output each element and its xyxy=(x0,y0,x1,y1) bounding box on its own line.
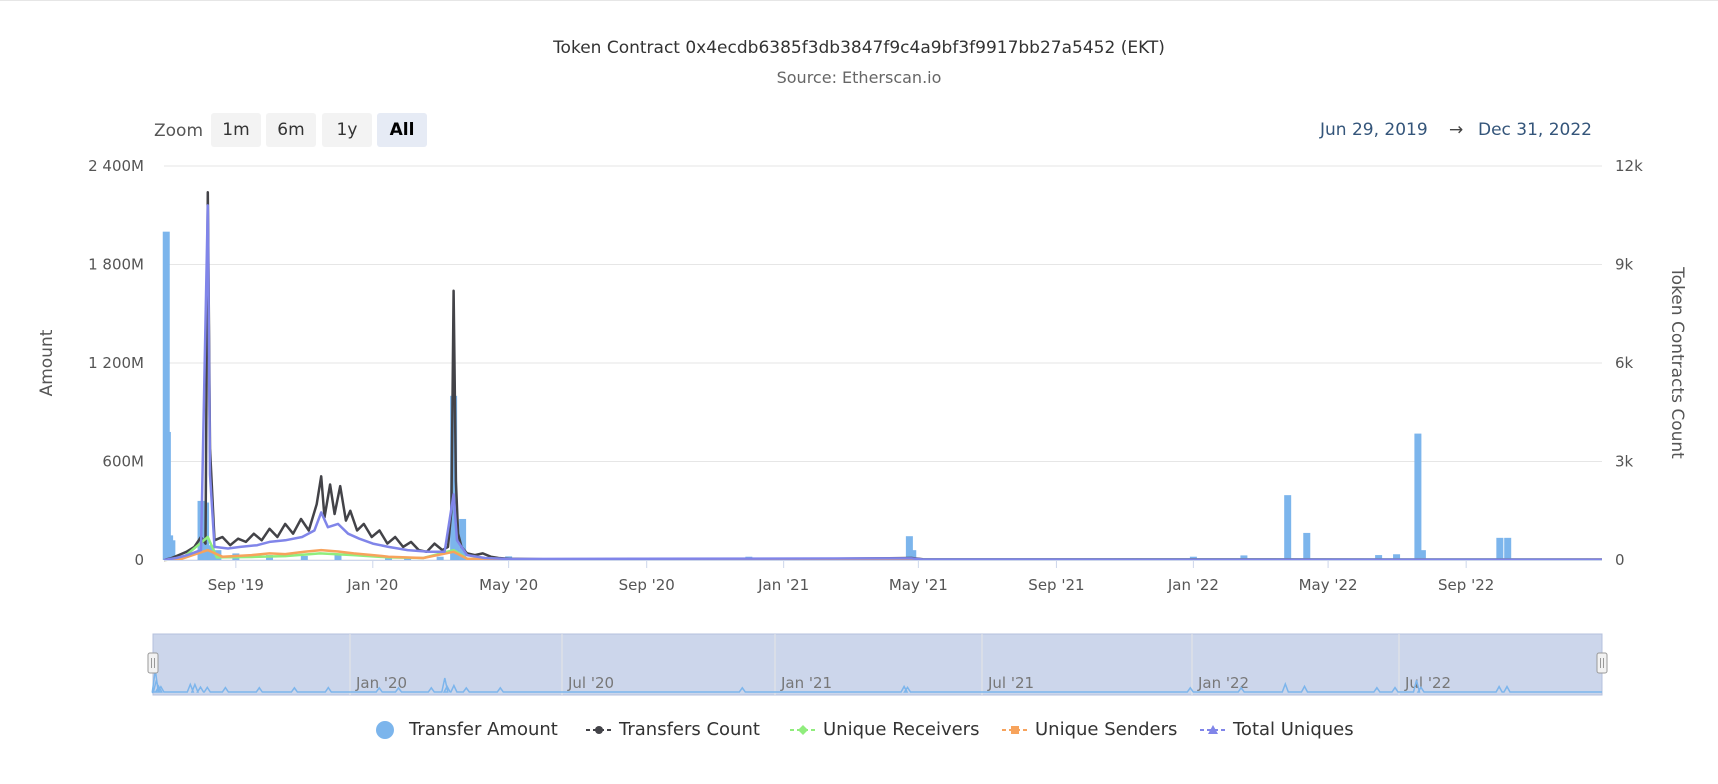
transfer-amount-bar xyxy=(1496,537,1504,560)
legend-item-unique-receivers[interactable]: Unique Receivers xyxy=(789,719,979,740)
x-tick-label: Sep '20 xyxy=(619,576,675,594)
legend-item-unique-senders[interactable]: Unique Senders xyxy=(1001,719,1177,740)
legend-label: Unique Receivers xyxy=(823,719,980,740)
y-right-tick-label: 12k xyxy=(1615,157,1643,175)
x-tick-label: May '22 xyxy=(1299,576,1358,594)
zoom-label: Zoom xyxy=(154,121,204,141)
x-tick-label: Jan '20 xyxy=(346,576,398,594)
chart-title: Token Contract 0x4ecdb6385f3db3847f9c4a9… xyxy=(553,38,1165,58)
transfer-amount-bar xyxy=(1418,550,1426,560)
total-uniques-line xyxy=(163,204,1603,562)
legend-item-transfers-count[interactable]: Transfers Count xyxy=(585,719,760,740)
transfer-amount-bar xyxy=(1414,433,1422,560)
transfer-amount-bar xyxy=(450,395,458,560)
legend-label: Unique Senders xyxy=(1035,719,1178,740)
x-tick-label: Sep '19 xyxy=(208,576,264,594)
y-right-tick-label: 9k xyxy=(1615,256,1634,274)
legend-item-total-uniques[interactable]: Total Uniques xyxy=(1199,719,1354,740)
legend-label: Transfers Count xyxy=(619,719,760,740)
y-right-tick-label: 3k xyxy=(1615,453,1634,471)
unique-senders-line xyxy=(163,548,1603,562)
line-diamond-icon xyxy=(789,720,817,740)
transfer-amount-bar xyxy=(300,555,308,560)
legend-label: Transfer Amount xyxy=(409,719,558,740)
navigator-label: Jan '21 xyxy=(780,674,832,692)
transfer-amount-bar xyxy=(1284,495,1292,560)
y-left-tick-label: 1 800M xyxy=(88,256,144,274)
line-circle-icon xyxy=(585,720,613,740)
y-right-tick-label: 0 xyxy=(1615,551,1625,569)
transfer-amount-bar xyxy=(1375,555,1383,560)
zoom-6m-button[interactable]: 6m xyxy=(266,113,316,147)
line-series xyxy=(163,191,1603,562)
transfer-amount-bar xyxy=(909,550,917,560)
transfer-amount-bar xyxy=(334,554,342,560)
transfer-amount-series xyxy=(162,231,1512,560)
transfer-amount-bar xyxy=(459,518,467,560)
y-left-axis-title: Amount xyxy=(37,329,57,396)
transfer-amount-bar xyxy=(436,556,444,560)
legend-label: Total Uniques xyxy=(1233,719,1354,740)
handle-body[interactable] xyxy=(1596,652,1608,674)
grid-lines xyxy=(164,165,1602,561)
y-left-tick-label: 2 400M xyxy=(88,157,144,175)
y-left-tick-label: 600M xyxy=(102,453,144,471)
transfer-amount-bar xyxy=(1504,537,1512,560)
zoom-1y-button[interactable]: 1y xyxy=(322,113,372,147)
transfer-amount-bar xyxy=(452,533,460,560)
transfer-amount-bar xyxy=(168,540,176,560)
navigator-mask[interactable] xyxy=(152,633,1603,696)
transfer-amount-bar xyxy=(163,431,171,560)
zoom-all-button[interactable]: All xyxy=(377,113,427,147)
transfer-amount-bar xyxy=(1393,554,1401,560)
y-left-tick-label: 1 200M xyxy=(88,354,144,372)
chart-subtitle: Source: Etherscan.io xyxy=(776,68,942,87)
navigator-label: Jul '22 xyxy=(1404,674,1451,692)
range-arrow: → xyxy=(1449,120,1464,140)
navigator-label: Jul '20 xyxy=(567,674,614,692)
navigator-series xyxy=(151,669,1602,694)
range-to-input[interactable]: Dec 31, 2022 xyxy=(1478,120,1593,140)
zoom-1m-button[interactable]: 1m xyxy=(211,113,261,147)
axes: 0 600M 1 200M 1 800M 2 400M 0 3k 6k 9k 12k Amount T… xyxy=(37,157,1687,594)
legend-item-transfer-amount[interactable]: Transfer Amount xyxy=(375,719,558,740)
line-triangle-icon xyxy=(1199,720,1227,740)
navigator-label: Jan '22 xyxy=(1197,674,1249,692)
transfer-amount-bar xyxy=(162,231,170,560)
x-tick-label: Jan '22 xyxy=(1167,576,1219,594)
y-right-axis-title: Token Contracts Count xyxy=(1667,266,1687,459)
line-square-icon xyxy=(1001,720,1029,740)
navigator-right-handle[interactable] xyxy=(1596,652,1608,674)
navigator-label: Jan '20 xyxy=(355,674,407,692)
legend: Transfer Amount Transfers Count Unique R… xyxy=(0,719,1718,743)
navigator-label: Jul '21 xyxy=(987,674,1034,692)
x-tick-label: May '20 xyxy=(479,576,538,594)
transfers-count-line xyxy=(163,191,1603,562)
x-tick-label: Sep '22 xyxy=(1438,576,1494,594)
range-from-input[interactable]: Jun 29, 2019 xyxy=(1320,120,1428,140)
navigator-left-handle[interactable] xyxy=(147,652,159,674)
top-border xyxy=(0,0,1718,1)
x-tick-label: Jan '21 xyxy=(757,576,809,594)
x-tick-label: May '21 xyxy=(889,576,948,594)
navigator[interactable]: Jan '20 Jul '20 Jan '21 Jul '21 Jan '22 Jul '… xyxy=(147,633,1608,696)
handle-body[interactable] xyxy=(147,652,159,674)
y-right-tick-label: 6k xyxy=(1615,354,1634,372)
transfer-amount-bar xyxy=(1303,532,1311,560)
circle-icon xyxy=(375,720,403,740)
y-left-tick-label: 0 xyxy=(134,551,144,569)
transfer-amount-bar xyxy=(905,536,913,560)
transfer-amount-bar xyxy=(1240,555,1248,560)
x-tick-label: Sep '21 xyxy=(1028,576,1084,594)
